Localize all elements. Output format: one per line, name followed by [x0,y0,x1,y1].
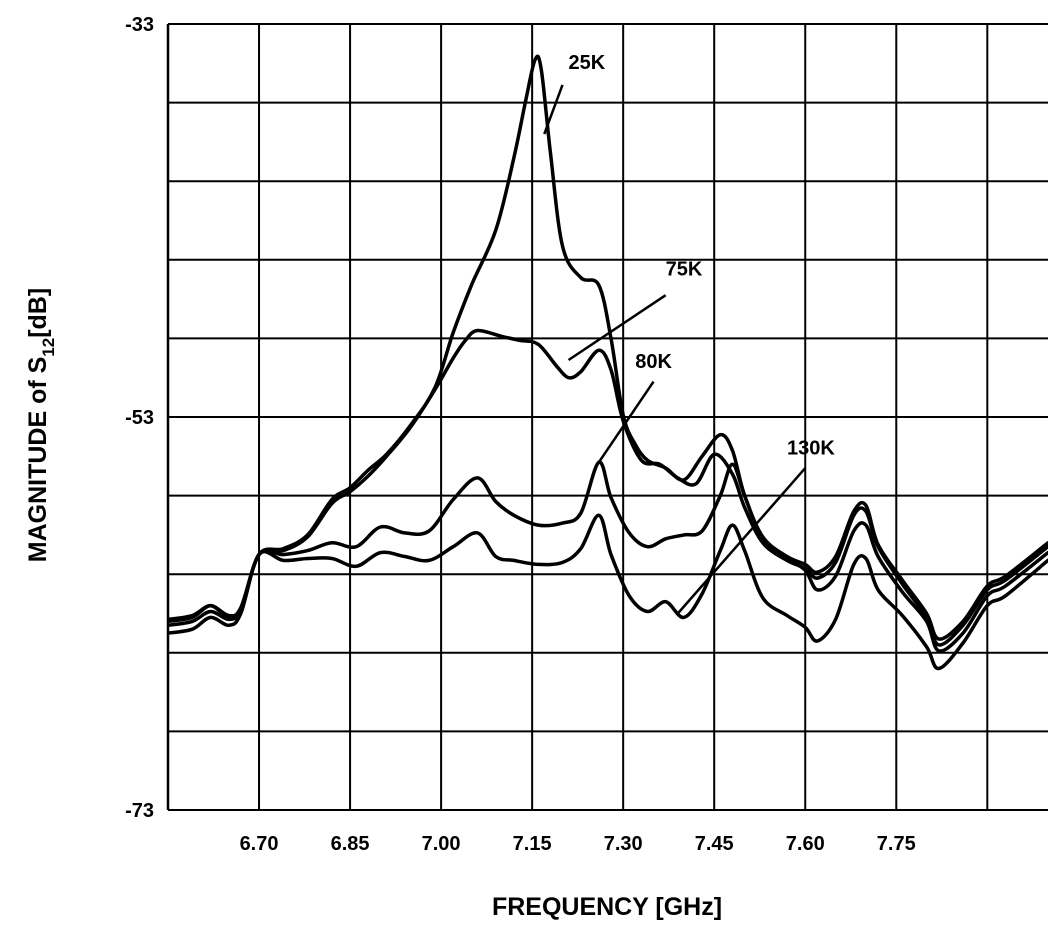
series-label-25k: 25K [569,52,606,74]
x-tick-labels: 6.70 6.85 7.00 7.15 7.30 7.45 7.60 7.75 [240,833,916,855]
series-line-75k [168,328,1048,647]
x-tick-label: 6.85 [331,833,370,855]
y-axis-title: MAGNITUDE of S12[dB] [24,288,58,562]
series-label-75k: 75K [666,259,703,281]
y-tick-label: -73 [125,800,154,822]
leader-lines [543,84,807,615]
series-labels: 25K 75K 80K 130K [569,52,836,459]
leader-line-25k [543,84,564,135]
x-axis-title: FREQUENCY [GHz] [492,893,722,921]
x-tick-label: 7.15 [513,833,552,855]
y-axis-title-subscript: 12 [39,338,58,357]
x-tick-label: 7.60 [786,833,825,855]
series-line-130k [168,513,1048,671]
series-line-25k [168,54,1048,641]
leader-line-130k [676,467,807,615]
y-axis-title-suffix: [dB] [24,288,52,338]
x-tick-label: 7.30 [604,833,643,855]
leader-line-80k [597,380,655,463]
series-label-80k: 80K [635,351,672,373]
leader-line-75k [567,294,667,362]
series-line-80k [168,460,1048,653]
x-tick-label: 7.75 [877,833,916,855]
x-tick-label: 7.45 [695,833,734,855]
series-label-130k: 130K [787,437,835,459]
y-tick-label: -33 [125,14,154,36]
curves [168,54,1048,671]
y-tick-label: -53 [125,407,154,429]
grid [166,23,1048,811]
y-tick-labels: -33 -53 -73 [125,14,154,822]
y-axis-title-prefix: MAGNITUDE of S [24,357,52,563]
x-tick-label: 6.70 [240,833,279,855]
x-tick-label: 7.00 [422,833,461,855]
